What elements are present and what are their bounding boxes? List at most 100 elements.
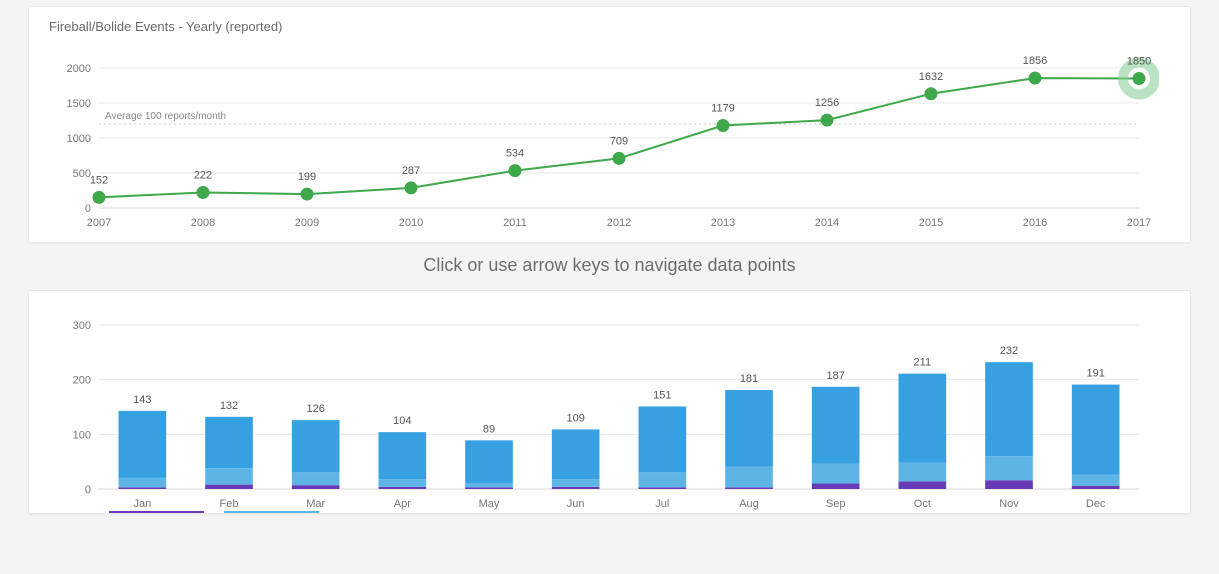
svg-text:100: 100 bbox=[73, 429, 91, 441]
legend-swatch bbox=[109, 511, 204, 513]
line-value-label: 222 bbox=[194, 169, 212, 181]
bar-segment[interactable] bbox=[552, 479, 600, 487]
bar-segment[interactable] bbox=[292, 420, 340, 472]
line-value-label: 1850 bbox=[1127, 56, 1151, 68]
bar-segment[interactable] bbox=[812, 464, 860, 484]
line-chart-card: Fireball/Bolide Events - Yearly (reporte… bbox=[28, 6, 1191, 243]
svg-text:300: 300 bbox=[73, 320, 91, 332]
bar-x-label: Apr bbox=[394, 498, 411, 510]
bar-total-label: 191 bbox=[1086, 368, 1104, 380]
line-x-label: 2009 bbox=[295, 217, 319, 229]
bar-segment[interactable] bbox=[292, 472, 340, 485]
line-value-label: 1256 bbox=[815, 97, 839, 109]
svg-text:2000: 2000 bbox=[67, 63, 91, 75]
bar-segment[interactable] bbox=[119, 411, 167, 478]
line-x-label: 2016 bbox=[1023, 217, 1047, 229]
line-value-label: 199 bbox=[298, 171, 316, 183]
bar-segment[interactable] bbox=[985, 456, 1033, 480]
line-point[interactable] bbox=[821, 114, 833, 126]
bar-segment[interactable] bbox=[725, 467, 773, 488]
bar-segment[interactable] bbox=[465, 487, 513, 489]
line-value-label: 152 bbox=[90, 174, 108, 186]
line-x-label: 2008 bbox=[191, 217, 215, 229]
svg-text:0: 0 bbox=[85, 203, 91, 215]
bar-segment[interactable] bbox=[119, 487, 167, 489]
line-point[interactable] bbox=[1029, 72, 1041, 84]
bar-x-label: Dec bbox=[1086, 498, 1106, 510]
bar-segment[interactable] bbox=[812, 484, 860, 489]
bar-x-label: Mar bbox=[306, 498, 325, 510]
bar-total-label: 151 bbox=[653, 389, 671, 401]
bar-chart-card: 0100200300143Jan132Feb126Mar104Apr89May1… bbox=[28, 290, 1191, 514]
bar-segment[interactable] bbox=[639, 472, 687, 487]
svg-text:200: 200 bbox=[73, 375, 91, 387]
bar-segment[interactable] bbox=[1072, 475, 1120, 486]
line-point[interactable] bbox=[1133, 73, 1145, 85]
bar-segment[interactable] bbox=[119, 478, 167, 488]
bar-total-label: 104 bbox=[393, 415, 411, 427]
bar-segment[interactable] bbox=[985, 362, 1033, 456]
bar-x-label: Feb bbox=[220, 498, 239, 510]
line-point[interactable] bbox=[301, 188, 313, 200]
bar-segment[interactable] bbox=[205, 485, 253, 489]
bar-segment[interactable] bbox=[552, 429, 600, 479]
line-point[interactable] bbox=[717, 119, 729, 131]
bar-total-label: 143 bbox=[133, 394, 151, 406]
bar-segment[interactable] bbox=[899, 374, 947, 463]
bar-x-label: Jan bbox=[133, 498, 151, 510]
line-point[interactable] bbox=[925, 88, 937, 100]
bar-segment[interactable] bbox=[985, 480, 1033, 489]
bar-segment[interactable] bbox=[379, 479, 427, 487]
bar-segment[interactable] bbox=[899, 463, 947, 482]
bar-segment[interactable] bbox=[465, 483, 513, 487]
bar-segment[interactable] bbox=[1072, 486, 1120, 489]
line-x-label: 2010 bbox=[399, 217, 423, 229]
bar-segment[interactable] bbox=[292, 485, 340, 489]
bar-segment[interactable] bbox=[465, 440, 513, 483]
line-point[interactable] bbox=[405, 182, 417, 194]
line-point[interactable] bbox=[613, 152, 625, 164]
line-x-label: 2013 bbox=[711, 217, 735, 229]
line-point[interactable] bbox=[93, 191, 105, 203]
line-value-label: 709 bbox=[610, 135, 628, 147]
line-x-label: 2015 bbox=[919, 217, 943, 229]
bar-segment[interactable] bbox=[1072, 385, 1120, 475]
bar-segment[interactable] bbox=[205, 417, 253, 468]
bar-x-label: Oct bbox=[914, 498, 931, 510]
line-chart[interactable]: 0500100015002000Average 100 reports/mont… bbox=[49, 42, 1159, 232]
bar-segment[interactable] bbox=[205, 468, 253, 484]
bar-total-label: 232 bbox=[1000, 345, 1018, 357]
bar-segment[interactable] bbox=[379, 487, 427, 489]
svg-text:1500: 1500 bbox=[67, 98, 91, 110]
bar-total-label: 181 bbox=[740, 373, 758, 385]
bar-x-label: May bbox=[479, 498, 500, 510]
bar-segment[interactable] bbox=[725, 390, 773, 467]
line-value-label: 1632 bbox=[919, 71, 943, 83]
line-x-label: 2011 bbox=[503, 217, 527, 229]
line-point[interactable] bbox=[197, 186, 209, 198]
line-x-label: 2017 bbox=[1127, 217, 1151, 229]
bar-chart[interactable]: 0100200300143Jan132Feb126Mar104Apr89May1… bbox=[49, 303, 1159, 513]
bar-x-label: Jul bbox=[655, 498, 669, 510]
bar-total-label: 211 bbox=[914, 357, 932, 369]
bar-total-label: 109 bbox=[566, 412, 584, 424]
bar-x-label: Jun bbox=[567, 498, 585, 510]
bar-segment[interactable] bbox=[639, 406, 687, 472]
bar-segment[interactable] bbox=[899, 481, 947, 489]
bar-segment[interactable] bbox=[552, 487, 600, 489]
bar-segment[interactable] bbox=[812, 387, 860, 464]
bar-segment[interactable] bbox=[725, 487, 773, 489]
bar-segment[interactable] bbox=[379, 432, 427, 479]
bar-total-label: 187 bbox=[826, 370, 844, 382]
line-x-label: 2007 bbox=[87, 217, 111, 229]
bar-x-label: Nov bbox=[999, 498, 1019, 510]
line-chart-title: Fireball/Bolide Events - Yearly (reporte… bbox=[49, 19, 1170, 34]
bar-segment[interactable] bbox=[639, 487, 687, 489]
svg-text:1000: 1000 bbox=[67, 133, 91, 145]
line-point[interactable] bbox=[509, 165, 521, 177]
navigation-hint: Click or use arrow keys to navigate data… bbox=[28, 255, 1191, 276]
line-value-label: 534 bbox=[506, 148, 524, 160]
bar-total-label: 89 bbox=[483, 423, 495, 435]
legend-swatch bbox=[224, 511, 319, 513]
bar-total-label: 132 bbox=[220, 400, 238, 412]
